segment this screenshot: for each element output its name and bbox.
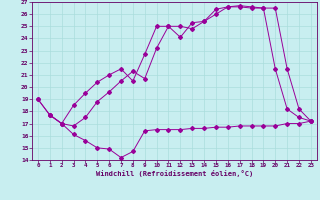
- X-axis label: Windchill (Refroidissement éolien,°C): Windchill (Refroidissement éolien,°C): [96, 170, 253, 177]
